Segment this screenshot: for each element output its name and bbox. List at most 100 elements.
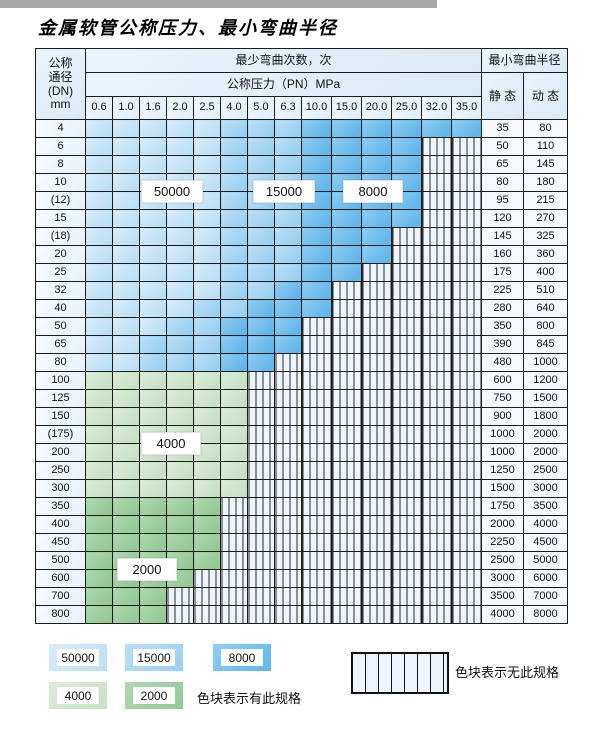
cell-no-spec [331, 389, 362, 408]
cell-zone-50000 [112, 281, 140, 300]
cell-no-spec [274, 407, 302, 426]
cell-zone-50000 [112, 191, 140, 210]
cell-no-spec [301, 353, 332, 372]
cell-zone-4000 [220, 389, 248, 408]
header-pressure-value: 25.0 [391, 96, 422, 120]
cell-zone-50000 [139, 209, 167, 228]
static-radius-cell: 225 [481, 281, 524, 300]
cell-no-spec [421, 389, 452, 408]
cell-no-spec [421, 479, 452, 498]
header-pressure-value: 35.0 [451, 96, 482, 120]
cell-zone-15000 [193, 317, 221, 336]
cell-zone-15000 [247, 245, 275, 264]
table-row: 25 175 400 [35, 263, 568, 282]
cell-zone-8000 [361, 245, 392, 264]
dn-cell: 6 [35, 137, 86, 156]
cell-no-spec [220, 569, 248, 588]
cell-no-spec [331, 605, 362, 624]
static-radius-cell: 3000 [481, 569, 524, 588]
cell-no-spec [451, 335, 482, 354]
cell-no-spec [421, 173, 452, 192]
static-radius-cell: 2500 [481, 551, 524, 570]
cell-no-spec [391, 443, 422, 462]
cell-no-spec [220, 515, 248, 534]
table-row: 100 600 1200 [35, 371, 568, 390]
table-row: 700 3500 7000 [35, 587, 568, 606]
cell-zone-50000 [193, 155, 221, 174]
cell-zone-4000 [112, 407, 140, 426]
static-radius-cell: 750 [481, 389, 524, 408]
cell-no-spec [451, 245, 482, 264]
cell-no-spec [274, 533, 302, 552]
cell-no-spec [301, 569, 332, 588]
cell-zone-4000 [193, 389, 221, 408]
cell-no-spec [391, 515, 422, 534]
table-row: 150 900 1800 [35, 407, 568, 426]
dn-cell: 100 [35, 371, 86, 390]
cell-no-spec [361, 407, 392, 426]
dn-cell: 8 [35, 155, 86, 174]
cell-zone-4000 [139, 407, 167, 426]
spec-table-wrap: 公称 通径 (DN) mm 最少弯曲次数，次 最小弯曲半径 公称压力（PN）MPa 静 态动 … [35, 48, 568, 624]
cell-zone-8000 [247, 353, 275, 372]
dynamic-radius-cell: 145 [523, 155, 568, 174]
cell-zone-50000 [166, 209, 194, 228]
cell-zone-50000 [139, 281, 167, 300]
static-radius-cell: 175 [481, 263, 524, 282]
cell-zone-2000 [85, 587, 113, 606]
cell-no-spec [247, 605, 275, 624]
cell-zone-15000 [274, 245, 302, 264]
cell-zone-8000 [361, 155, 392, 174]
cell-zone-15000 [274, 227, 302, 246]
header-pressure-value: 5.0 [247, 96, 275, 120]
cell-zone-15000 [274, 209, 302, 228]
cell-no-spec [391, 569, 422, 588]
static-radius-cell: 4000 [481, 605, 524, 624]
cell-no-spec [361, 353, 392, 372]
cell-zone-50000 [166, 119, 194, 138]
cell-zone-15000 [247, 227, 275, 246]
static-radius-cell: 2250 [481, 533, 524, 552]
cell-zone-4000 [112, 389, 140, 408]
table-row: 6 50 110 [35, 137, 568, 156]
dynamic-radius-cell: 215 [523, 191, 568, 210]
header-pressure-value: 1.0 [112, 96, 140, 120]
legend-swatch-label: 50000 [57, 649, 99, 666]
cell-no-spec [451, 533, 482, 552]
cell-no-spec [451, 281, 482, 300]
cell-no-spec [421, 533, 452, 552]
cell-zone-50000 [85, 119, 113, 138]
header-pressure-value: 20.0 [361, 96, 392, 120]
cell-zone-2000 [85, 551, 113, 570]
cell-no-spec [391, 425, 422, 444]
cell-zone-15000 [220, 173, 248, 192]
cell-no-spec [166, 587, 194, 606]
dynamic-radius-cell: 6000 [523, 569, 568, 588]
dynamic-radius-cell: 180 [523, 173, 568, 192]
cell-no-spec [301, 461, 332, 480]
cell-no-spec [421, 605, 452, 624]
cell-no-spec [301, 407, 332, 426]
cell-zone-4000 [112, 425, 140, 444]
table-row: 40 280 640 [35, 299, 568, 318]
cell-zone-15000 [274, 263, 302, 282]
dynamic-radius-cell: 80 [523, 119, 568, 138]
cell-no-spec [274, 425, 302, 444]
cell-zone-2000 [193, 497, 221, 516]
static-radius-cell: 350 [481, 317, 524, 336]
dn-cell: 65 [35, 335, 86, 354]
table-row: 500 2500 5000 [35, 551, 568, 570]
cell-zone-50000 [166, 299, 194, 318]
cell-zone-50000 [193, 227, 221, 246]
dynamic-radius-cell: 325 [523, 227, 568, 246]
cell-zone-15000 [274, 119, 302, 138]
cell-no-spec [361, 587, 392, 606]
cell-no-spec [451, 263, 482, 282]
cell-zone-2000 [112, 605, 140, 624]
cell-no-spec [301, 371, 332, 390]
cell-no-spec [274, 371, 302, 390]
cell-zone-15000 [220, 227, 248, 246]
cell-no-spec [247, 497, 275, 516]
cell-no-spec [331, 317, 362, 336]
cell-no-spec [451, 425, 482, 444]
